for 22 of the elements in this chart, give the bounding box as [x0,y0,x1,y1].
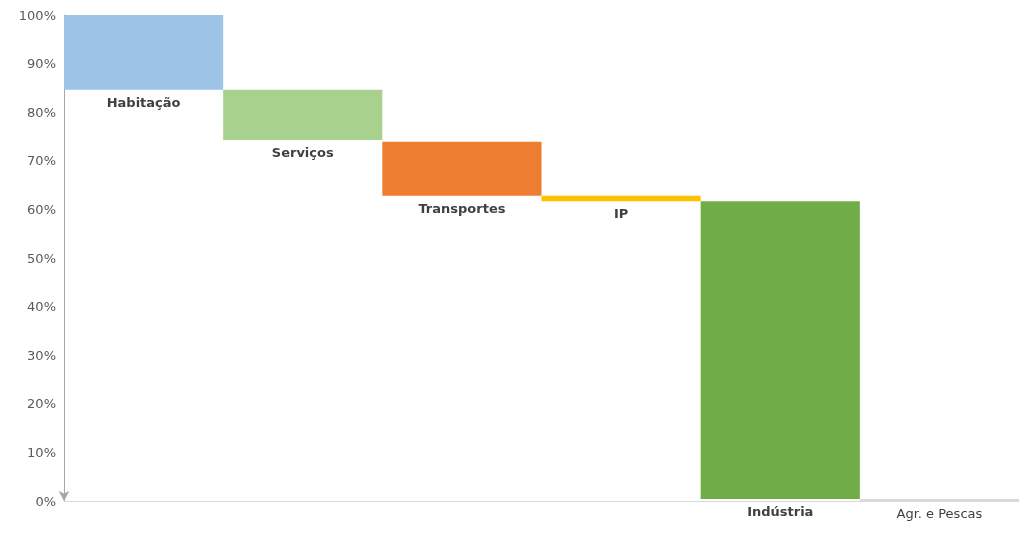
bar [64,15,224,90]
y-tick-label: 20% [27,396,56,412]
x-tick-label: Agr. e Pescas [896,506,983,521]
y-tick-label: 40% [27,299,56,315]
y-tick-label: 70% [27,153,56,169]
x-tick-label: Indústria [747,504,814,520]
y-tick-label: 0% [35,493,56,509]
x-tick-label: Habitação [106,94,181,110]
x-tick-label: IP [613,206,629,222]
y-tick-label: 50% [27,250,56,266]
bar [382,141,542,196]
y-tick-label: 60% [27,201,56,217]
y-tick-label: 30% [27,347,56,363]
y-tick-label: 90% [27,56,56,72]
y-tick-label: 100% [18,7,56,23]
bar [541,195,701,202]
bar [700,201,860,500]
x-tick-label: Serviços [271,144,334,160]
y-tick-label: 10% [27,444,56,460]
bar [223,89,383,140]
y-tick-label: 80% [27,104,56,120]
x-tick-label: Transportes [418,200,506,216]
